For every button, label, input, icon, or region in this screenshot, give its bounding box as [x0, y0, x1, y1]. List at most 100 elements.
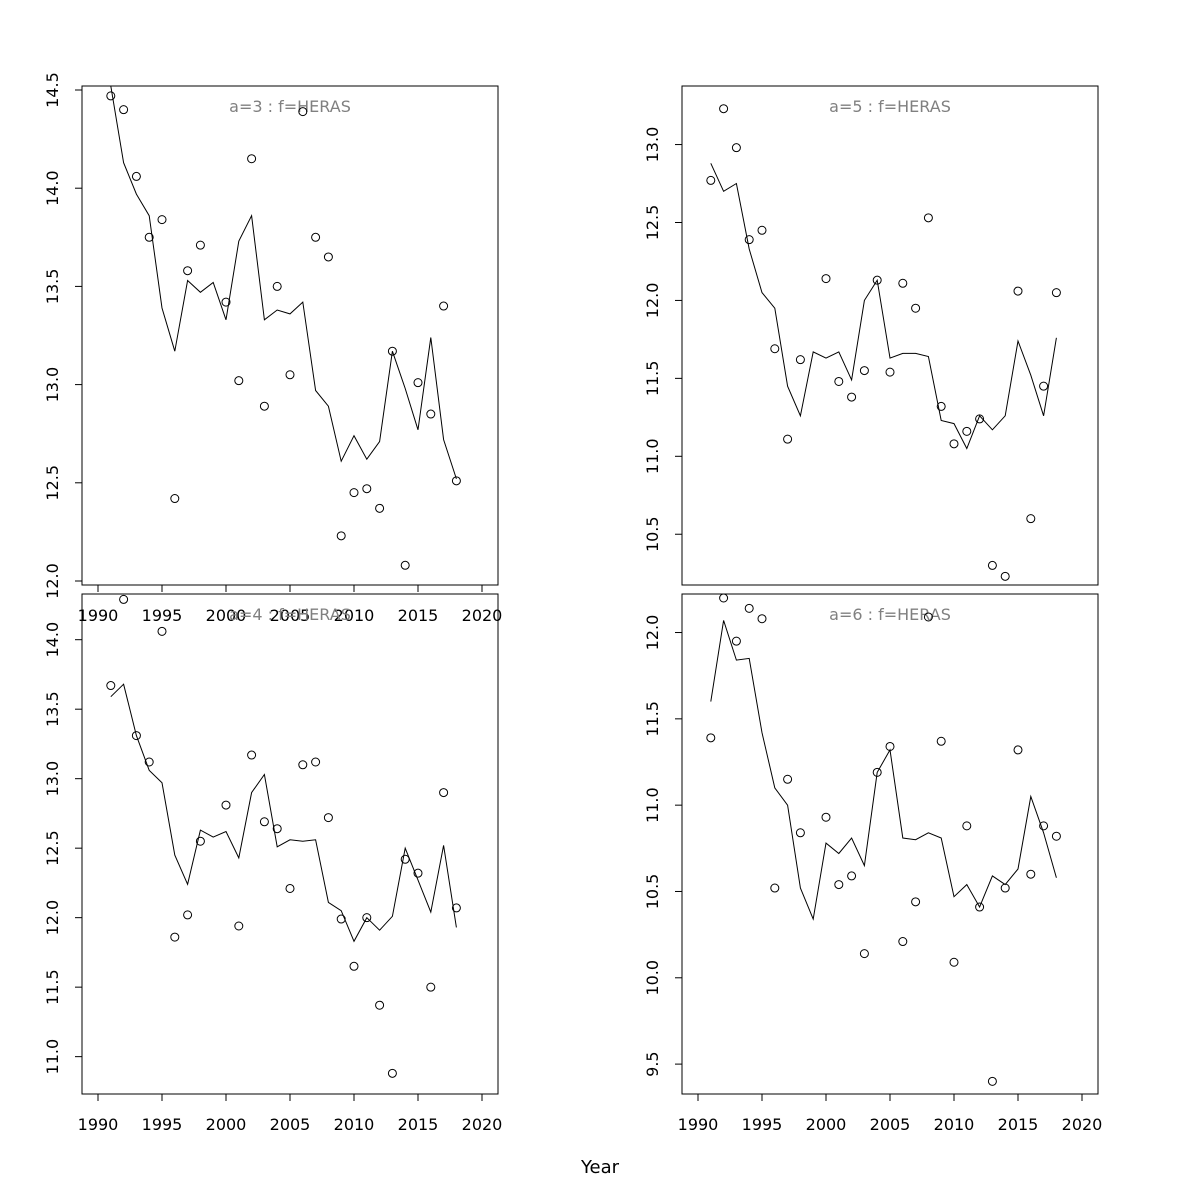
- observed-point: [298, 107, 308, 117]
- y-tick-label: 12.0: [643, 283, 662, 319]
- observed-point: [885, 741, 895, 751]
- observed-point: [821, 812, 831, 822]
- plot-frame: [681, 85, 1099, 586]
- observed-point: [336, 914, 346, 924]
- observed-point: [1013, 286, 1023, 296]
- observed-point: [859, 949, 869, 959]
- y-tick-label: 11.5: [43, 969, 62, 1005]
- plot-frame: [681, 593, 1099, 1095]
- observed-point: [119, 594, 129, 604]
- observed-point: [923, 612, 933, 622]
- y-tick-label: 12.0: [43, 900, 62, 936]
- y-tick-label: 13.5: [43, 691, 62, 727]
- observed-point: [1026, 869, 1036, 879]
- observed-point: [451, 903, 461, 913]
- observed-point: [898, 937, 908, 947]
- observed-point: [272, 281, 282, 291]
- observed-point: [375, 1000, 385, 1010]
- observed-point: [834, 880, 844, 890]
- observed-point: [911, 303, 921, 313]
- observed-point: [847, 871, 857, 881]
- observed-point: [859, 366, 869, 376]
- y-tick-label: 11.0: [43, 1039, 62, 1075]
- panel-a6: a=6 : f=HERAS 9.5 10.0 10.5 11.0 11.5 12.0 1990…: [643, 593, 1103, 1134]
- observed-point: [259, 817, 269, 827]
- observed-point: [234, 921, 244, 931]
- x-tick-label: 2015: [398, 1115, 439, 1134]
- observed-point: [400, 560, 410, 570]
- x-tick-label: 2015: [998, 1115, 1039, 1134]
- panel-a3: a=3 : f=HERAS 12.0 12.5 13.0 13.5 14.0 14.5 199…: [43, 72, 502, 625]
- observed-point: [183, 910, 193, 920]
- observed-point: [311, 232, 321, 242]
- x-tick-label: 2010: [334, 606, 375, 625]
- observed-point: [400, 854, 410, 864]
- observed-point: [311, 757, 321, 767]
- observed-point: [885, 367, 895, 377]
- observed-point: [923, 213, 933, 223]
- observed-point: [183, 266, 193, 276]
- observed-point: [413, 868, 423, 878]
- observed-point: [336, 531, 346, 541]
- observed-point: [949, 439, 959, 449]
- observed-point: [170, 932, 180, 942]
- y-tick-label: 12.5: [643, 205, 662, 241]
- y-tick-label: 11.5: [643, 361, 662, 397]
- x-tick-label: 2005: [270, 606, 311, 625]
- fitted-line: [710, 163, 1057, 450]
- observed-point: [949, 957, 959, 967]
- observed-point: [298, 760, 308, 770]
- observed-point: [144, 757, 154, 767]
- x-axis-label: Year: [580, 1157, 620, 1178]
- x-tick-label: 1995: [742, 1115, 783, 1134]
- y-tick-label: 14.5: [43, 72, 62, 108]
- panel-title: a=4 : f=HERAS: [229, 605, 351, 624]
- panel-title: a=5 : f=HERAS: [829, 97, 951, 116]
- observed-point: [234, 376, 244, 386]
- observed-point: [157, 626, 167, 636]
- observed-point: [426, 982, 436, 992]
- y-tick-label: 10.0: [643, 960, 662, 996]
- observed-point: [770, 883, 780, 893]
- observed-point: [247, 154, 257, 164]
- x-tick-label: 1990: [78, 1115, 119, 1134]
- observed-point: [936, 401, 946, 411]
- y-tick-label: 13.0: [643, 127, 662, 163]
- observed-point: [962, 426, 972, 436]
- observed-point: [757, 225, 767, 235]
- observed-point: [272, 824, 282, 834]
- observed-point: [962, 821, 972, 831]
- observed-point: [1026, 514, 1036, 524]
- observed-point: [719, 593, 729, 603]
- observed-point: [413, 378, 423, 388]
- y-tick-label: 11.5: [643, 701, 662, 737]
- observed-point: [744, 603, 754, 613]
- observed-point: [131, 731, 141, 741]
- y-tick-label: 12.5: [43, 465, 62, 501]
- observed-point: [795, 355, 805, 365]
- y-tick-label: 9.5: [643, 1051, 662, 1076]
- x-tick-label: 2005: [870, 1115, 911, 1134]
- y-tick-label: 11.0: [643, 438, 662, 474]
- observed-point: [1000, 883, 1010, 893]
- observed-point: [872, 767, 882, 777]
- observed-point: [285, 370, 295, 380]
- x-tick-label: 2020: [1062, 1115, 1103, 1134]
- y-tick-label: 11.0: [643, 787, 662, 823]
- observed-point: [1051, 831, 1061, 841]
- observed-point: [387, 346, 397, 356]
- panel-a5: a=5 : f=HERAS 10.5 11.0 11.5 12.0 12.5 13.0: [643, 85, 1099, 586]
- fitted-line: [710, 620, 1057, 921]
- observed-point: [731, 143, 741, 153]
- panel-a4: a=4 : f=HERAS 11.0 11.5 12.0 12.5 13.0 13.5 14.…: [43, 593, 502, 1134]
- observed-point: [323, 252, 333, 262]
- y-tick-label: 14.0: [43, 170, 62, 206]
- observed-point: [131, 171, 141, 181]
- observed-point: [439, 788, 449, 798]
- observed-point: [911, 897, 921, 907]
- observed-point: [706, 175, 716, 185]
- y-tick-label: 12.5: [43, 830, 62, 866]
- observed-point: [731, 636, 741, 646]
- x-tick-label: 2000: [206, 606, 247, 625]
